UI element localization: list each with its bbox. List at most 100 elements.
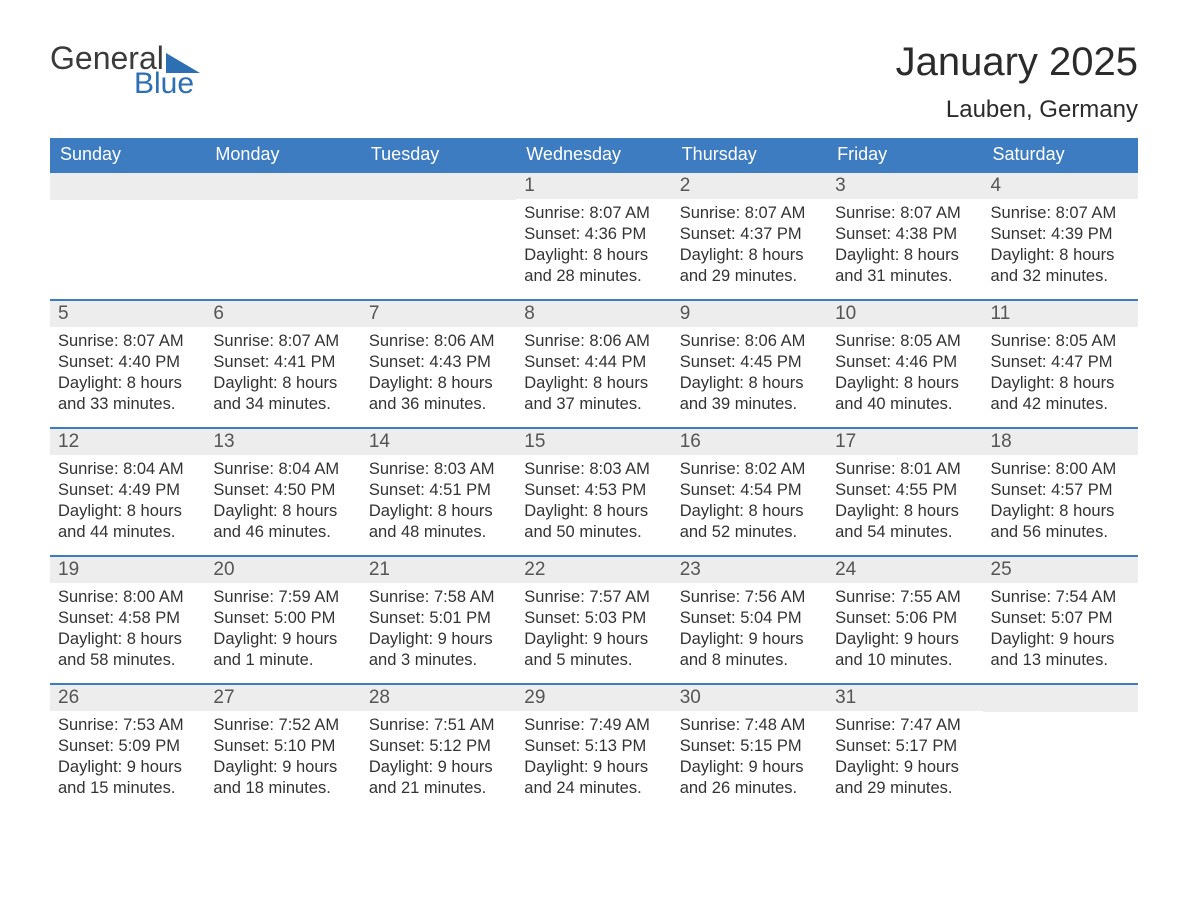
day-number: 27 (205, 685, 360, 711)
day-daylight1: Daylight: 9 hours (369, 629, 508, 650)
day-sunset: Sunset: 5:01 PM (369, 608, 508, 629)
day-cell: 25Sunrise: 7:54 AMSunset: 5:07 PMDayligh… (983, 557, 1138, 683)
day-cell: 6Sunrise: 8:07 AMSunset: 4:41 PMDaylight… (205, 301, 360, 427)
day-number (205, 173, 360, 200)
day-cell: 14Sunrise: 8:03 AMSunset: 4:51 PMDayligh… (361, 429, 516, 555)
day-daylight2: and 36 minutes. (369, 394, 508, 415)
page-header: General Blue January 2025 Lauben, German… (50, 40, 1138, 124)
day-sunrise: Sunrise: 7:57 AM (524, 587, 663, 608)
day-daylight1: Daylight: 9 hours (58, 757, 197, 778)
day-sunset: Sunset: 5:15 PM (680, 736, 819, 757)
day-sunrise: Sunrise: 8:05 AM (991, 331, 1130, 352)
day-sunrise: Sunrise: 7:49 AM (524, 715, 663, 736)
day-number: 28 (361, 685, 516, 711)
day-daylight1: Daylight: 9 hours (524, 629, 663, 650)
day-daylight2: and 32 minutes. (991, 266, 1130, 287)
day-number: 20 (205, 557, 360, 583)
day-cell: 29Sunrise: 7:49 AMSunset: 5:13 PMDayligh… (516, 685, 671, 811)
day-daylight2: and 34 minutes. (213, 394, 352, 415)
day-body: Sunrise: 8:05 AMSunset: 4:46 PMDaylight:… (827, 327, 982, 421)
day-daylight1: Daylight: 8 hours (991, 501, 1130, 522)
day-number: 25 (983, 557, 1138, 583)
day-cell: 23Sunrise: 7:56 AMSunset: 5:04 PMDayligh… (672, 557, 827, 683)
day-daylight2: and 44 minutes. (58, 522, 197, 543)
day-daylight1: Daylight: 9 hours (991, 629, 1130, 650)
weekday-saturday: Saturday (983, 138, 1138, 171)
day-body: Sunrise: 7:55 AMSunset: 5:06 PMDaylight:… (827, 583, 982, 677)
day-sunrise: Sunrise: 7:53 AM (58, 715, 197, 736)
day-number: 26 (50, 685, 205, 711)
day-sunrise: Sunrise: 8:06 AM (680, 331, 819, 352)
day-cell: 3Sunrise: 8:07 AMSunset: 4:38 PMDaylight… (827, 173, 982, 299)
day-sunrise: Sunrise: 8:03 AM (369, 459, 508, 480)
day-body: Sunrise: 7:57 AMSunset: 5:03 PMDaylight:… (516, 583, 671, 677)
day-daylight2: and 18 minutes. (213, 778, 352, 799)
day-daylight2: and 58 minutes. (58, 650, 197, 671)
day-number: 3 (827, 173, 982, 199)
day-cell: 9Sunrise: 8:06 AMSunset: 4:45 PMDaylight… (672, 301, 827, 427)
day-number: 5 (50, 301, 205, 327)
day-sunset: Sunset: 4:36 PM (524, 224, 663, 245)
weekday-sunday: Sunday (50, 138, 205, 171)
day-number: 23 (672, 557, 827, 583)
day-daylight1: Daylight: 9 hours (835, 757, 974, 778)
day-daylight2: and 24 minutes. (524, 778, 663, 799)
day-cell (983, 685, 1138, 811)
day-daylight2: and 1 minute. (213, 650, 352, 671)
day-cell: 22Sunrise: 7:57 AMSunset: 5:03 PMDayligh… (516, 557, 671, 683)
day-sunrise: Sunrise: 8:05 AM (835, 331, 974, 352)
day-body: Sunrise: 7:51 AMSunset: 5:12 PMDaylight:… (361, 711, 516, 805)
day-sunrise: Sunrise: 7:51 AM (369, 715, 508, 736)
day-cell: 7Sunrise: 8:06 AMSunset: 4:43 PMDaylight… (361, 301, 516, 427)
calendar-page: General Blue January 2025 Lauben, German… (0, 0, 1188, 861)
day-body: Sunrise: 7:48 AMSunset: 5:15 PMDaylight:… (672, 711, 827, 805)
day-daylight1: Daylight: 8 hours (835, 501, 974, 522)
day-number: 4 (983, 173, 1138, 199)
day-daylight1: Daylight: 9 hours (369, 757, 508, 778)
day-sunset: Sunset: 4:49 PM (58, 480, 197, 501)
day-daylight2: and 15 minutes. (58, 778, 197, 799)
day-daylight1: Daylight: 8 hours (369, 501, 508, 522)
day-daylight1: Daylight: 8 hours (991, 245, 1130, 266)
day-cell (205, 173, 360, 299)
day-cell: 24Sunrise: 7:55 AMSunset: 5:06 PMDayligh… (827, 557, 982, 683)
day-daylight2: and 33 minutes. (58, 394, 197, 415)
day-body: Sunrise: 7:53 AMSunset: 5:09 PMDaylight:… (50, 711, 205, 805)
day-sunrise: Sunrise: 7:52 AM (213, 715, 352, 736)
day-number: 1 (516, 173, 671, 199)
day-sunset: Sunset: 5:07 PM (991, 608, 1130, 629)
day-daylight1: Daylight: 8 hours (835, 245, 974, 266)
day-sunset: Sunset: 5:06 PM (835, 608, 974, 629)
day-number: 24 (827, 557, 982, 583)
day-daylight1: Daylight: 9 hours (835, 629, 974, 650)
day-daylight2: and 46 minutes. (213, 522, 352, 543)
day-daylight2: and 13 minutes. (991, 650, 1130, 671)
week-row: 26Sunrise: 7:53 AMSunset: 5:09 PMDayligh… (50, 683, 1138, 811)
day-sunset: Sunset: 5:10 PM (213, 736, 352, 757)
day-sunset: Sunset: 4:54 PM (680, 480, 819, 501)
day-sunrise: Sunrise: 8:07 AM (991, 203, 1130, 224)
day-sunset: Sunset: 4:58 PM (58, 608, 197, 629)
weekday-friday: Friday (827, 138, 982, 171)
day-number (361, 173, 516, 200)
day-daylight1: Daylight: 9 hours (213, 757, 352, 778)
logo-word-blue: Blue (134, 67, 194, 101)
day-sunset: Sunset: 4:41 PM (213, 352, 352, 373)
day-sunset: Sunset: 4:53 PM (524, 480, 663, 501)
day-daylight1: Daylight: 9 hours (680, 757, 819, 778)
weeks-container: 1 Sunrise: 8:07 AM Sunset: 4:36 PM Daylight… (50, 171, 1138, 811)
day-sunrise: Sunrise: 8:07 AM (58, 331, 197, 352)
day-sunset: Sunset: 5:13 PM (524, 736, 663, 757)
weekday-wednesday: Wednesday (516, 138, 671, 171)
day-daylight1: Daylight: 8 hours (991, 373, 1130, 394)
week-row: 5Sunrise: 8:07 AMSunset: 4:40 PMDaylight… (50, 299, 1138, 427)
day-daylight1: Daylight: 8 hours (58, 501, 197, 522)
day-number: 22 (516, 557, 671, 583)
day-body: Sunrise: 8:00 AMSunset: 4:57 PMDaylight:… (983, 455, 1138, 549)
day-cell: 4Sunrise: 8:07 AMSunset: 4:39 PMDaylight… (983, 173, 1138, 299)
weekday-header-row: Sunday Monday Tuesday Wednesday Thursday… (50, 138, 1138, 171)
day-sunrise: Sunrise: 8:00 AM (991, 459, 1130, 480)
day-daylight1: Daylight: 8 hours (58, 629, 197, 650)
day-number: 6 (205, 301, 360, 327)
day-number: 31 (827, 685, 982, 711)
